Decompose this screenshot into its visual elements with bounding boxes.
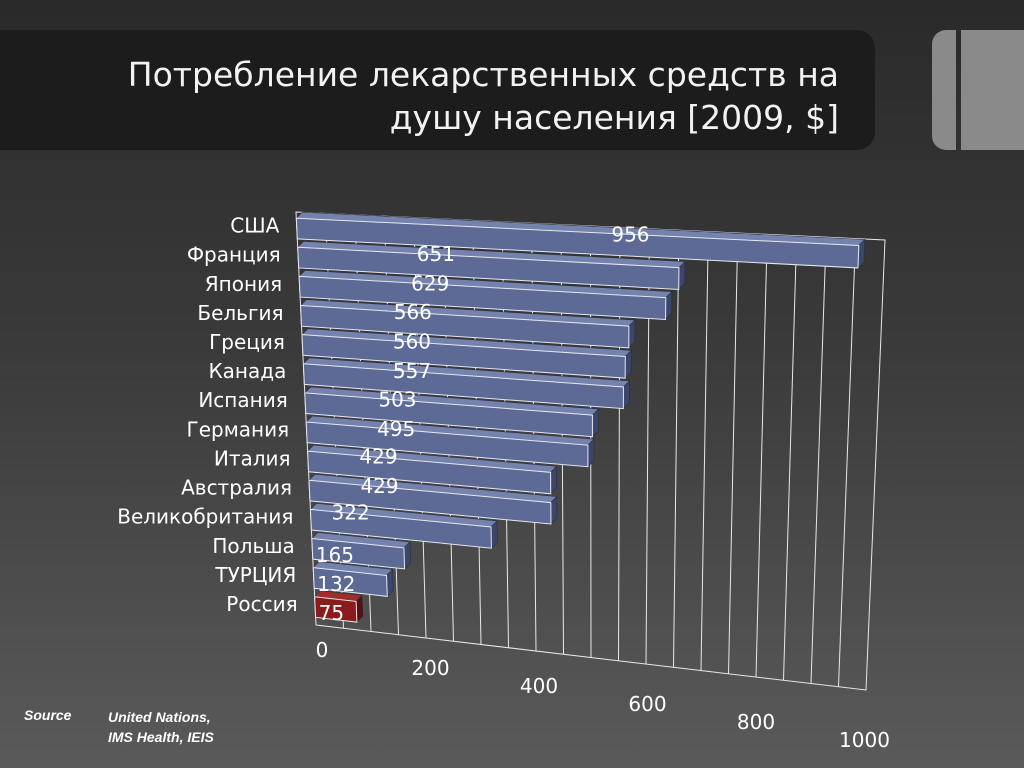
value-label: 956 xyxy=(611,222,649,246)
category-label: Великобритания xyxy=(117,505,293,529)
value-label: 495 xyxy=(377,417,415,441)
bar-front-face xyxy=(301,334,626,379)
bar-0 xyxy=(295,211,866,269)
bar-front-face xyxy=(312,567,388,597)
bar-front-face xyxy=(307,450,552,495)
bar-front-face xyxy=(314,596,358,623)
source-text: United Nations, IMS Health, IEIS xyxy=(108,707,214,747)
x-tick-label: 400 xyxy=(520,674,558,698)
x-tick-label: 600 xyxy=(628,692,666,716)
bar-11 xyxy=(311,532,411,570)
value-label: 75 xyxy=(319,601,344,625)
grid-line xyxy=(700,231,709,671)
value-label: 557 xyxy=(393,359,431,383)
slide-title-line-2: душу населения [2009, $] xyxy=(389,98,839,137)
category-label: Бельгия xyxy=(197,301,283,325)
bar-front-face xyxy=(295,217,860,269)
decorative-bar-right xyxy=(961,30,1024,150)
category-label: Канада xyxy=(208,359,286,383)
category-label: Франция xyxy=(187,243,281,267)
chart-bars xyxy=(295,211,866,623)
bar-6 xyxy=(304,386,600,438)
grid-line xyxy=(728,232,739,674)
bar-front-face xyxy=(298,275,667,321)
bar-7 xyxy=(305,415,595,468)
category-label: ТУРЦИЯ xyxy=(214,563,296,587)
bar-2 xyxy=(298,270,673,321)
x-tick-label: 800 xyxy=(737,710,775,734)
bar-front-face xyxy=(308,479,552,525)
bar-5 xyxy=(302,357,631,410)
bar-front-face xyxy=(305,421,589,468)
grid-line xyxy=(810,237,827,684)
category-label: США xyxy=(230,214,279,238)
value-label: 165 xyxy=(316,543,354,567)
bar-front-face xyxy=(311,537,406,570)
category-label: Греция xyxy=(209,330,285,354)
bar-front-face xyxy=(297,246,680,290)
category-label: Польша xyxy=(212,534,294,558)
value-label: 566 xyxy=(394,300,432,324)
category-label: Италия xyxy=(214,446,291,470)
category-label: Испания xyxy=(198,388,287,412)
source-line-2: IMS Health, IEIS xyxy=(108,729,214,745)
category-label: Япония xyxy=(205,272,282,296)
source-label: Source xyxy=(24,707,72,723)
bar-front-face xyxy=(309,508,492,549)
grid-line xyxy=(755,234,768,678)
slide-title-line-1: Потребление лекарственных средств на xyxy=(127,55,839,94)
x-tick-label: 200 xyxy=(411,656,449,680)
value-label: 503 xyxy=(378,388,416,412)
value-label: 132 xyxy=(317,572,355,596)
value-label: 429 xyxy=(360,474,398,498)
bar-front-face xyxy=(300,305,630,349)
bar-10 xyxy=(309,503,498,549)
bar-3 xyxy=(299,299,636,349)
category-label: Германия xyxy=(187,417,290,441)
bar-front-face xyxy=(302,363,624,410)
bar-13 xyxy=(313,590,364,623)
source-line-1: United Nations, xyxy=(108,709,211,725)
bar-front-face xyxy=(304,392,593,438)
value-label: 560 xyxy=(393,330,431,354)
bar-12 xyxy=(312,561,394,598)
x-tick-label: 1000 xyxy=(839,728,890,752)
grid-line xyxy=(783,235,798,681)
grid-line xyxy=(673,230,680,668)
grid-line xyxy=(838,238,857,687)
value-label: 651 xyxy=(417,242,455,266)
category-label: Австралия xyxy=(181,476,292,500)
decorative-bar-left xyxy=(932,30,956,150)
chart-labels: 0 200 400 600 800 1000 США 956 Франция 651 Япония 6… xyxy=(117,214,890,752)
category-label: Россия xyxy=(226,592,297,616)
bar-8 xyxy=(306,444,558,495)
bar-9 xyxy=(308,473,558,525)
value-label: 429 xyxy=(359,445,397,469)
bar-1 xyxy=(297,241,686,291)
title-bar: Потребление лекарственных средств на душ… xyxy=(0,30,875,150)
value-label: 629 xyxy=(411,272,449,296)
x-tick-label: 0 xyxy=(316,638,329,662)
bar-4 xyxy=(301,328,632,379)
value-label: 322 xyxy=(332,501,370,525)
